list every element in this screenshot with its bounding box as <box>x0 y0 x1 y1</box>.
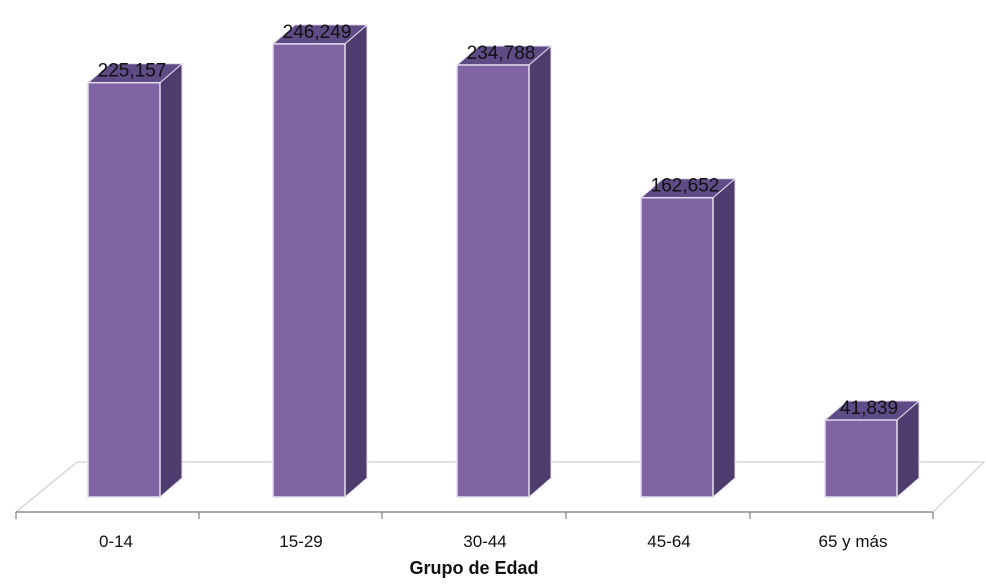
bar-side-0 <box>159 62 183 499</box>
data-label-0: 225,157 <box>98 61 167 82</box>
data-labels-group: 225,157 246,249 234,788 162,652 41,839 <box>98 22 898 419</box>
x-axis <box>15 511 934 519</box>
bar-front-4 <box>824 419 898 498</box>
bar-front-3 <box>640 196 714 498</box>
bar-side-1 <box>344 23 368 499</box>
bar-side-3 <box>712 177 736 499</box>
bar-side-2 <box>528 44 552 499</box>
bar-3 <box>639 177 737 499</box>
bar-1 <box>271 23 369 499</box>
bar-4 <box>823 399 921 499</box>
data-label-3: 162,652 <box>651 176 720 197</box>
x-tick-label-0: 0-14 <box>99 532 133 551</box>
bars-group <box>86 23 921 499</box>
data-label-4: 41,839 <box>840 398 898 419</box>
x-tick-label-4: 65 y más <box>819 532 888 551</box>
data-label-1: 246,249 <box>283 22 352 43</box>
data-label-2: 234,788 <box>467 43 536 64</box>
bar-front-1 <box>272 43 346 498</box>
bar-front-0 <box>87 81 161 498</box>
bar-2 <box>455 44 553 499</box>
x-tick-label-2: 30-44 <box>463 532 506 551</box>
x-tick-label-1: 15-29 <box>279 532 322 551</box>
bar-front-2 <box>456 64 530 498</box>
x-tick-labels-group: 0-14 15-29 30-44 45-64 65 y más <box>99 532 888 551</box>
x-tick-label-3: 45-64 <box>647 532 690 551</box>
bar-0 <box>86 62 184 499</box>
x-axis-title: Grupo de Edad <box>409 558 538 578</box>
